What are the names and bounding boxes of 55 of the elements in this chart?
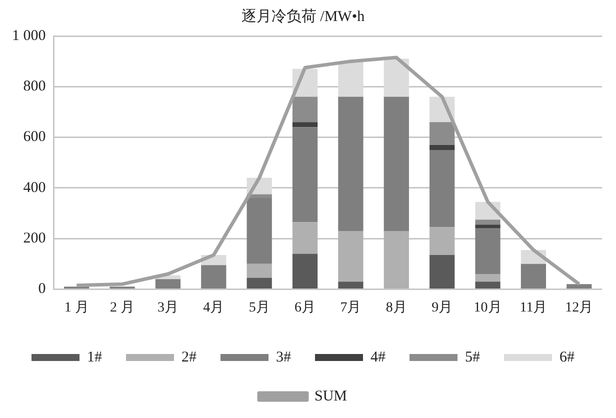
bar	[384, 58, 409, 97]
bar	[566, 284, 592, 288]
legend-label: 3#	[276, 349, 292, 366]
bar	[430, 255, 455, 288]
bar	[338, 61, 364, 97]
bar	[475, 224, 500, 228]
bar	[520, 264, 546, 288]
x-tick-label: 5月	[248, 300, 270, 316]
bar	[292, 96, 318, 122]
bar	[338, 96, 364, 231]
y-tick-label: 800	[23, 78, 46, 95]
legend-label: 6#	[560, 349, 575, 366]
bar	[155, 279, 181, 288]
bar	[292, 222, 318, 254]
bar	[430, 122, 455, 145]
x-tick-label: 4月	[203, 300, 224, 316]
legend-label: 5#	[465, 349, 480, 366]
bar	[475, 282, 500, 288]
bar	[384, 96, 409, 231]
y-tick-label: 0	[38, 281, 46, 298]
x-tick-label: 1 月	[64, 300, 89, 316]
bar	[430, 144, 455, 150]
y-tick-label: 200	[23, 230, 46, 246]
bar	[338, 282, 364, 288]
x-tick-label: 10月	[474, 300, 502, 316]
legend-label: SUM	[314, 388, 348, 404]
bar	[292, 122, 318, 128]
legend-label: 1#	[87, 349, 102, 366]
legend-label: 4#	[370, 349, 386, 366]
bar	[246, 264, 272, 278]
x-tick-label: 6月	[294, 300, 316, 316]
x-tick-label: 8月	[386, 300, 407, 316]
bar	[430, 227, 455, 256]
bar	[475, 274, 500, 282]
y-tick-label: 600	[23, 129, 46, 146]
bar	[246, 278, 272, 288]
bar	[201, 265, 226, 288]
legend-label: 2#	[182, 349, 197, 366]
bar	[292, 127, 318, 222]
x-tick-label: 7月	[340, 300, 362, 316]
bar	[384, 230, 409, 288]
x-tick-label: 9月	[432, 300, 453, 316]
bar	[292, 254, 318, 288]
x-tick-label: 12月	[565, 300, 594, 316]
bar	[338, 230, 364, 282]
bar	[475, 220, 500, 225]
x-tick-label: 11月	[520, 300, 548, 316]
bar	[430, 150, 455, 228]
bar	[246, 198, 272, 264]
y-tick-label: 1 000	[12, 28, 46, 44]
x-tick-label: 3月	[157, 300, 178, 316]
x-tick-label: 2 月	[110, 300, 135, 316]
chart-title: 逐月冷负荷 /MW•h	[241, 8, 366, 25]
bar	[475, 228, 500, 274]
y-tick-label: 400	[23, 180, 46, 196]
